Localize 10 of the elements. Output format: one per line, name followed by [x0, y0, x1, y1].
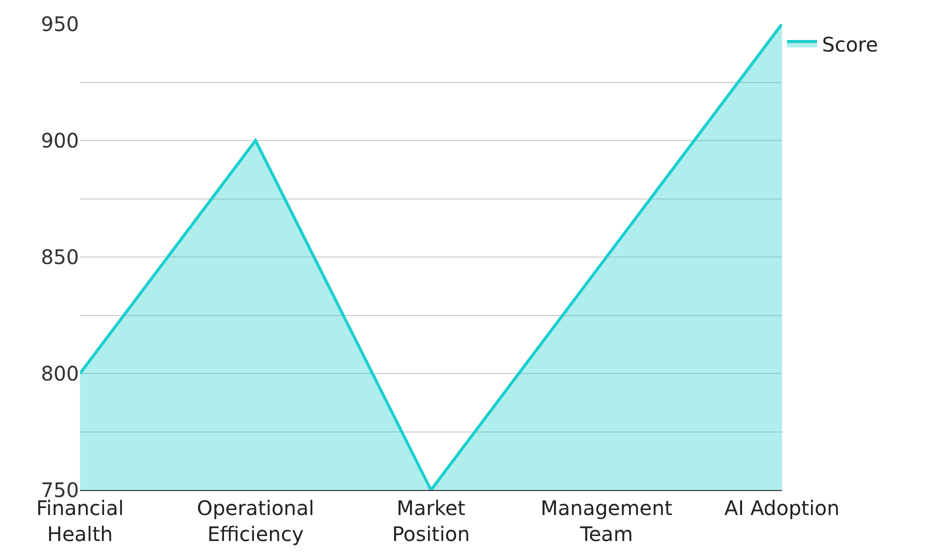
x-tick-label: Management Team — [540, 496, 673, 546]
y-tick-label: 900 — [40, 128, 79, 152]
x-tick-label: Financial Health — [36, 496, 124, 546]
legend-label: Score — [822, 32, 878, 56]
y-tick-label: 800 — [40, 362, 79, 386]
x-tick-label: AI Adoption — [724, 496, 840, 520]
y-tick-label: 950 — [40, 12, 79, 36]
y-tick-label: 850 — [40, 245, 79, 269]
x-tick-label: Operational Efficiency — [196, 496, 314, 546]
x-tick-label: Market Position — [392, 496, 470, 546]
